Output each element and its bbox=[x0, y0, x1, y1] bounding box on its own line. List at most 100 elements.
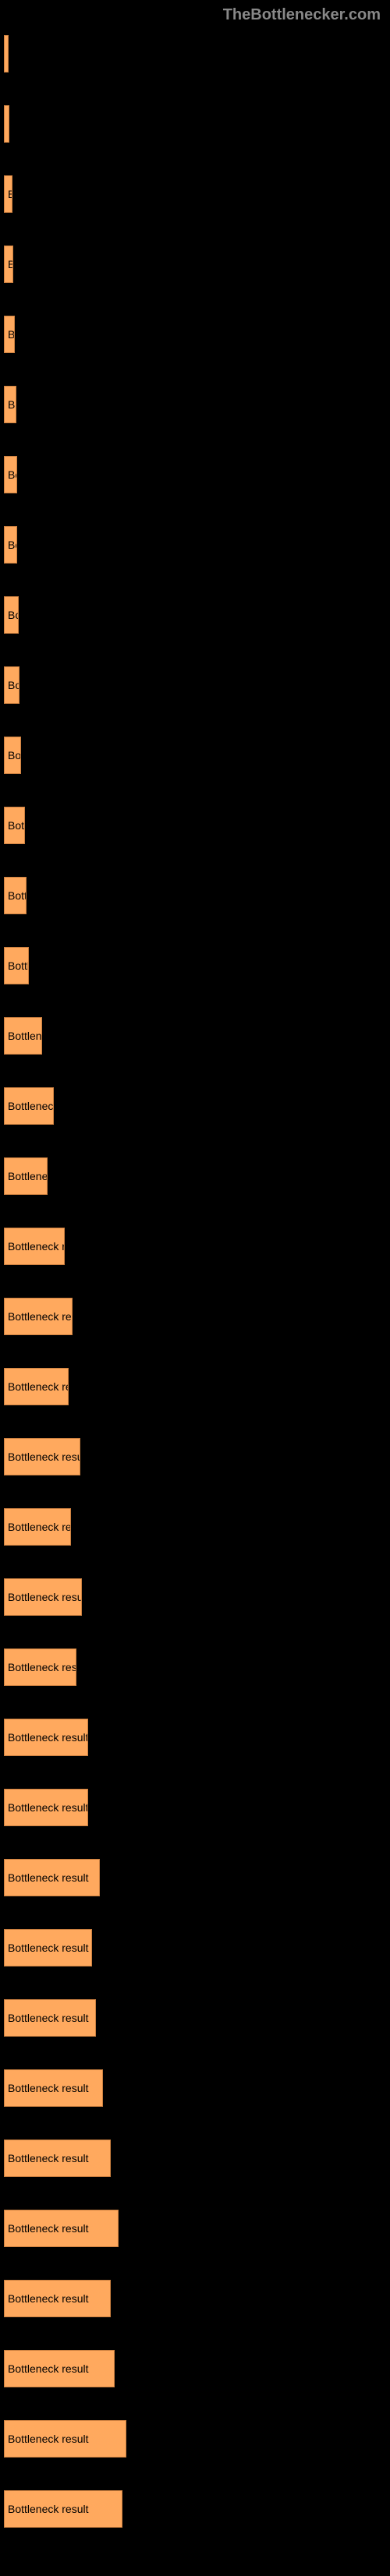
bar-label: Bottleneck result bbox=[8, 539, 17, 551]
bar-label: Bottleneck result bbox=[8, 2503, 89, 2515]
chart-bar: Bottleneck result bbox=[4, 1999, 96, 2037]
chart-bar: Bottleneck result bbox=[4, 2140, 111, 2177]
chart-bar: Bottleneck result bbox=[4, 316, 15, 353]
chart-bar: Bottleneck result bbox=[4, 737, 21, 774]
bar-label: Bottleneck result bbox=[8, 1871, 89, 1884]
bar-label: Bottleneck result bbox=[8, 1100, 54, 1112]
chart-bar: Bottleneck result bbox=[4, 807, 25, 844]
chart-bar: Bottleneck result bbox=[4, 1648, 76, 1686]
chart-bar: Bottleneck result bbox=[4, 1017, 42, 1055]
bar-row: Bottleneck result bbox=[4, 1017, 386, 1055]
bar-label: Bottleneck result bbox=[8, 1030, 42, 1042]
chart-bar: Bottleneck result bbox=[4, 1859, 100, 1896]
bar-label: Bottleneck result bbox=[8, 2082, 89, 2094]
bar-label: Bottleneck result bbox=[8, 1521, 71, 1533]
bar-row: Bottleneck result bbox=[4, 1789, 386, 1826]
bar-row: Bottleneck result bbox=[4, 456, 386, 493]
chart-bar: Bottleneck result bbox=[4, 877, 27, 914]
bar-label: Bottleneck result bbox=[8, 749, 21, 761]
chart-bar: Bottleneck result bbox=[4, 2350, 115, 2387]
bar-row: Bottleneck result bbox=[4, 1719, 386, 1756]
bar-row: Bottleneck result bbox=[4, 877, 386, 914]
chart-bar: Bottleneck result bbox=[4, 2069, 103, 2107]
bar-row: Bottleneck result bbox=[4, 596, 386, 634]
chart-bar: Bottleneck result bbox=[4, 386, 16, 423]
bar-label: Bottleneck result bbox=[8, 1170, 48, 1182]
bar-row: Bottleneck result bbox=[4, 1508, 386, 1546]
bar-label: Bottleneck result bbox=[8, 118, 9, 130]
chart-bar: Bottleneck result bbox=[4, 1789, 88, 1826]
bar-row: Bottleneck result bbox=[4, 947, 386, 984]
bar-row: Bottleneck result bbox=[4, 35, 386, 72]
bar-label: Bottleneck result bbox=[8, 959, 29, 972]
bar-label: Bottleneck result bbox=[8, 48, 9, 60]
bar-row: Bottleneck result bbox=[4, 1929, 386, 1966]
bar-label: Bottleneck result bbox=[8, 2152, 89, 2164]
chart-bar: Bottleneck result bbox=[4, 105, 9, 143]
bar-row: Bottleneck result bbox=[4, 2280, 386, 2317]
chart-bar: Bottleneck result bbox=[4, 1228, 65, 1265]
chart-bar: Bottleneck result bbox=[4, 1508, 71, 1546]
chart-bar: Bottleneck result bbox=[4, 526, 17, 564]
bar-label: Bottleneck result bbox=[8, 2222, 89, 2235]
bar-row: Bottleneck result bbox=[4, 2069, 386, 2107]
bar-row: Bottleneck result bbox=[4, 1157, 386, 1195]
bar-row: Bottleneck result bbox=[4, 246, 386, 283]
bar-row: Bottleneck result bbox=[4, 1859, 386, 1896]
site-header: TheBottlenecker.com bbox=[0, 0, 390, 27]
chart-bar: Bottleneck result bbox=[4, 1368, 69, 1405]
bar-row: Bottleneck result bbox=[4, 1438, 386, 1475]
chart-bar: Bottleneck result bbox=[4, 175, 12, 213]
bar-row: Bottleneck result bbox=[4, 316, 386, 353]
bar-row: Bottleneck result bbox=[4, 737, 386, 774]
bar-row: Bottleneck result bbox=[4, 2210, 386, 2247]
bar-label: Bottleneck result bbox=[8, 1942, 89, 1954]
chart-bar: Bottleneck result bbox=[4, 1438, 80, 1475]
bar-row: Bottleneck result bbox=[4, 666, 386, 704]
bar-row: Bottleneck result bbox=[4, 1999, 386, 2037]
chart-bar: Bottleneck result bbox=[4, 1929, 92, 1966]
chart-bar: Bottleneck result bbox=[4, 456, 17, 493]
bar-row: Bottleneck result bbox=[4, 386, 386, 423]
chart-bar: Bottleneck result bbox=[4, 1719, 88, 1756]
chart-bar: Bottleneck result bbox=[4, 1087, 54, 1125]
bar-row: Bottleneck result bbox=[4, 105, 386, 143]
chart-bar: Bottleneck result bbox=[4, 2420, 126, 2458]
bar-row: Bottleneck result bbox=[4, 2140, 386, 2177]
bar-label: Bottleneck result bbox=[8, 328, 15, 341]
bar-row: Bottleneck result bbox=[4, 1578, 386, 1616]
chart-bar: Bottleneck result bbox=[4, 246, 13, 283]
bar-row: Bottleneck result bbox=[4, 1648, 386, 1686]
chart-bar: Bottleneck result bbox=[4, 35, 9, 72]
bar-row: Bottleneck result bbox=[4, 807, 386, 844]
chart-bar: Bottleneck result bbox=[4, 2280, 111, 2317]
bar-label: Bottleneck result bbox=[8, 1451, 80, 1463]
bar-row: Bottleneck result bbox=[4, 1087, 386, 1125]
chart-bar: Bottleneck result bbox=[4, 947, 29, 984]
chart-bar: Bottleneck result bbox=[4, 2490, 122, 2528]
bar-label: Bottleneck result bbox=[8, 2012, 89, 2024]
bar-label: Bottleneck result bbox=[8, 468, 17, 481]
bar-label: Bottleneck result bbox=[8, 1310, 73, 1323]
bar-row: Bottleneck result bbox=[4, 2420, 386, 2458]
bar-label: Bottleneck result bbox=[8, 398, 16, 411]
bar-label: Bottleneck result bbox=[8, 1380, 69, 1393]
bar-label: Bottleneck result bbox=[8, 819, 25, 832]
chart-bar: Bottleneck result bbox=[4, 1578, 82, 1616]
bar-row: Bottleneck result bbox=[4, 1368, 386, 1405]
bar-row: Bottleneck result bbox=[4, 2490, 386, 2528]
bar-row: Bottleneck result bbox=[4, 1228, 386, 1265]
bar-label: Bottleneck result bbox=[8, 2433, 89, 2445]
bar-label: Bottleneck result bbox=[8, 2362, 89, 2375]
bar-label: Bottleneck result bbox=[8, 1661, 76, 1673]
chart-bar: Bottleneck result bbox=[4, 1157, 48, 1195]
bar-label: Bottleneck result bbox=[8, 889, 27, 902]
bar-label: Bottleneck result bbox=[8, 258, 13, 270]
chart-bar: Bottleneck result bbox=[4, 2210, 119, 2247]
bar-chart: Bottleneck result Bottleneck result Bottle… bbox=[0, 27, 390, 2576]
bar-row: Bottleneck result bbox=[4, 2350, 386, 2387]
bar-row: Bottleneck result bbox=[4, 1298, 386, 1335]
bar-label: Bottleneck result bbox=[8, 188, 12, 200]
chart-bar: Bottleneck result bbox=[4, 666, 20, 704]
bar-label: Bottleneck result bbox=[8, 679, 20, 691]
